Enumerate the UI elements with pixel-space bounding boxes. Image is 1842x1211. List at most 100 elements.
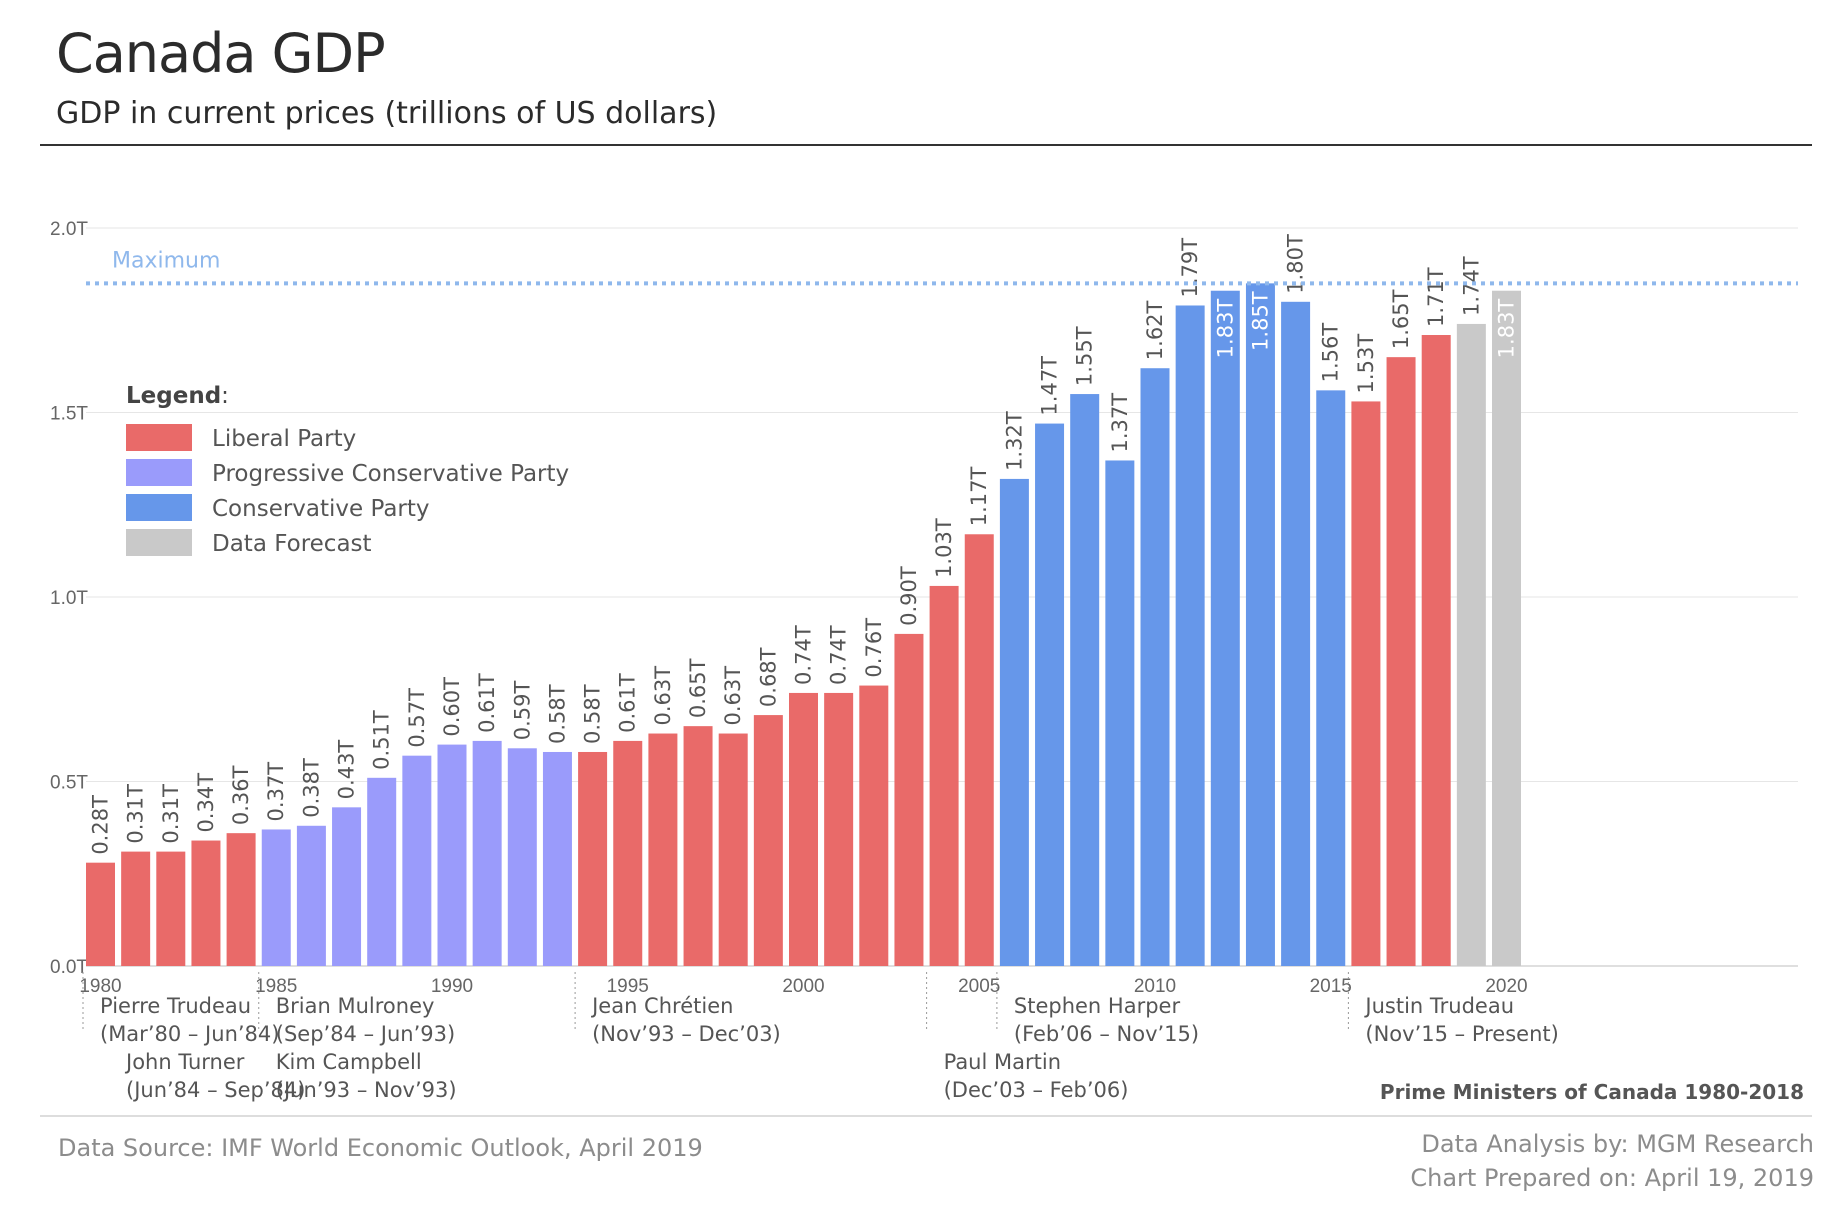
y-tick-label: 2.0T	[50, 219, 88, 240]
bar	[1456, 323, 1486, 966]
data-label: 0.61T	[475, 673, 499, 733]
pm-name: Justin Trudeau	[1363, 994, 1514, 1018]
data-label: 0.74T	[827, 625, 851, 685]
bar	[683, 726, 713, 966]
data-label: 0.68T	[756, 647, 780, 707]
pm-term: (Jun’84 – Sep’84)	[126, 1078, 305, 1102]
bar	[121, 851, 151, 966]
data-label: 1.47T	[1038, 356, 1062, 416]
data-label: 0.43T	[335, 740, 359, 800]
pm-caption: Prime Ministers of Canada 1980-2018	[1380, 1080, 1804, 1104]
data-label: 0.38T	[299, 758, 323, 818]
legend-swatch	[126, 529, 192, 556]
data-label: 1.74T	[1459, 256, 1483, 316]
bar	[578, 751, 608, 966]
data-label: 1.85T	[1248, 291, 1272, 351]
legend-item-label: Progressive Conservative Party	[212, 461, 569, 487]
x-tick-label: 1990	[431, 976, 473, 997]
data-label: 0.31T	[159, 784, 183, 844]
bar	[402, 755, 432, 966]
x-tick-label: 2020	[1485, 976, 1527, 997]
bar	[1281, 301, 1311, 966]
footer-analysis: Data Analysis by: MGM Research	[1421, 1130, 1814, 1158]
bar	[86, 862, 115, 966]
bar	[1035, 423, 1065, 966]
chart-subtitle: GDP in current prices (trillions of US d…	[56, 96, 718, 131]
bar	[964, 534, 994, 966]
bar	[1140, 368, 1170, 967]
pm-name: John Turner	[124, 1050, 245, 1074]
pm-term: (Sep’84 – Jun’93)	[276, 1022, 455, 1046]
pm-term: (Nov’15 – Present)	[1365, 1022, 1558, 1046]
data-label: 0.60T	[440, 677, 464, 737]
bar	[332, 807, 362, 966]
data-label: 0.51T	[370, 710, 394, 770]
legend-item-label: Liberal Party	[212, 426, 356, 452]
bar	[437, 744, 467, 966]
pm-name: Stephen Harper	[1014, 994, 1181, 1018]
bar	[894, 633, 924, 966]
data-label: 1.37T	[1108, 393, 1132, 453]
bar	[648, 733, 678, 966]
bar	[1105, 460, 1135, 966]
pm-term: (Nov’93 – Dec’03)	[592, 1022, 781, 1046]
data-label: 0.37T	[264, 762, 288, 822]
bar	[1421, 335, 1451, 966]
data-label: 1.83T	[1213, 299, 1237, 359]
bar	[999, 478, 1029, 966]
data-label: 1.65T	[1389, 289, 1413, 349]
x-tick-label: 1995	[607, 976, 649, 997]
data-label: 0.34T	[194, 773, 218, 833]
pm-term: (Feb’06 – Nov’15)	[1014, 1022, 1199, 1046]
pm-term: (Dec’03 – Feb’06)	[944, 1078, 1129, 1102]
data-label: 0.59T	[510, 681, 534, 741]
x-tick-label: 2010	[1134, 976, 1176, 997]
bar	[296, 825, 326, 966]
legend-title: Legend:	[126, 383, 229, 409]
data-label: 0.61T	[616, 673, 640, 733]
data-label: 0.57T	[405, 688, 429, 748]
x-tick-label: 2015	[1310, 976, 1352, 997]
bar	[226, 833, 256, 966]
bar	[1351, 401, 1381, 966]
x-tick-label: 1985	[255, 976, 297, 997]
legend-item-label: Data Forecast	[212, 531, 372, 557]
bar	[613, 740, 643, 966]
pm-name: Jean Chrétien	[590, 994, 733, 1018]
y-tick-label: 0.5T	[50, 773, 88, 794]
pm-name: Brian Mulroney	[276, 994, 435, 1018]
legend-swatch	[126, 494, 192, 521]
data-label: 1.55T	[1073, 326, 1097, 386]
data-label: 0.65T	[686, 658, 710, 718]
data-label: 1.71T	[1424, 267, 1448, 327]
data-label: 1.32T	[1002, 411, 1026, 471]
data-label: 1.56T	[1319, 323, 1343, 383]
data-label: 0.74T	[792, 625, 816, 685]
data-label: 0.76T	[862, 618, 886, 678]
x-tick-label: 1980	[79, 976, 121, 997]
x-tick-label: 2000	[782, 976, 824, 997]
bar	[191, 840, 221, 966]
bar	[367, 777, 397, 966]
bar	[542, 751, 572, 966]
data-label: 0.63T	[721, 666, 745, 726]
legend-colon: :	[221, 383, 229, 409]
pm-name: Kim Campbell	[276, 1050, 422, 1074]
bar	[472, 740, 502, 966]
bar	[1070, 394, 1100, 966]
legend-swatch	[126, 459, 192, 486]
footer-source: Data Source: IMF World Economic Outlook,…	[58, 1134, 703, 1162]
bar	[261, 829, 291, 966]
bar	[718, 733, 748, 966]
bar	[1245, 283, 1275, 967]
data-label: 0.28T	[89, 795, 113, 855]
data-label: 1.79T	[1178, 238, 1202, 298]
data-label: 1.17T	[967, 467, 991, 527]
bar	[824, 692, 854, 966]
data-label: 0.31T	[124, 784, 148, 844]
bar	[1175, 305, 1205, 966]
pm-name: Pierre Trudeau	[100, 994, 251, 1018]
bar	[1492, 290, 1521, 967]
footer-prepared: Chart Prepared on: April 19, 2019	[1410, 1164, 1814, 1192]
data-label: 0.58T	[581, 684, 605, 744]
